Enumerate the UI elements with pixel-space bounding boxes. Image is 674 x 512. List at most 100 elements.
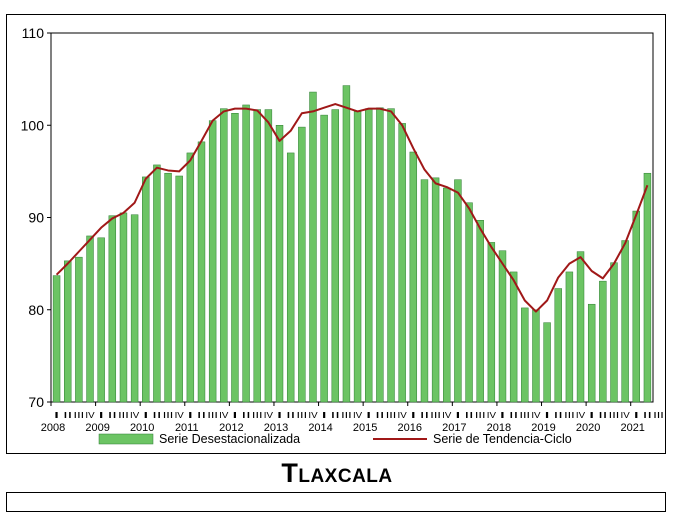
quarter-tick-label: III — [520, 410, 531, 420]
year-label: 2020 — [576, 422, 600, 434]
quarter-tick-label: III — [118, 410, 129, 420]
quarter-tick-label: I — [98, 410, 105, 420]
bar — [119, 212, 128, 403]
bar — [599, 280, 607, 403]
quarter-tick-label: IV — [621, 410, 631, 420]
quarter-tick-label: IV — [85, 410, 95, 420]
bar — [242, 104, 250, 403]
bar — [565, 271, 574, 403]
y-tick-label: 80 — [28, 302, 44, 318]
quarter-tick-label: III — [564, 410, 575, 420]
quarter-tick-label: III — [653, 410, 664, 420]
bar — [487, 242, 496, 403]
quarter-tick-label: I — [321, 410, 328, 420]
bar — [509, 271, 518, 403]
year-label: 2010 — [130, 422, 154, 434]
quarter-tick-label: III — [252, 410, 263, 420]
quarter-tick-label: II — [241, 410, 250, 420]
quarter-tick-label: II — [286, 410, 295, 420]
quarter-tick-label: II — [197, 410, 206, 420]
y-tick-label: 70 — [28, 394, 44, 410]
quarter-tick-label: III — [207, 410, 218, 420]
year-label: 2018 — [487, 422, 511, 434]
bar — [521, 307, 529, 403]
bar — [632, 210, 640, 403]
bar — [253, 109, 261, 403]
quarter-tick-label: II — [554, 410, 563, 420]
year-label: 2012 — [219, 422, 243, 434]
quarter-tick-label: IV — [442, 410, 452, 420]
bar — [197, 141, 206, 403]
legend-label-bars: Serie Desestacionalizada — [159, 432, 300, 446]
region-title: Tlaxcala — [281, 458, 393, 488]
quarter-tick-label: II — [509, 410, 518, 420]
year-label: 2021 — [620, 422, 644, 434]
bar — [443, 187, 451, 403]
bar — [186, 152, 195, 403]
bar — [454, 179, 462, 403]
quarter-tick-label: III — [74, 410, 85, 420]
quarter-tick-label: I — [276, 410, 283, 420]
bar — [643, 172, 652, 403]
quarter-tick-label: III — [475, 410, 486, 420]
bar — [554, 288, 562, 403]
quarter-tick-label: IV — [487, 410, 497, 420]
bar — [465, 202, 473, 403]
bar — [86, 235, 94, 403]
bar — [610, 262, 618, 403]
quarter-tick-label: III — [341, 410, 352, 420]
legend-swatch-bars — [98, 433, 154, 445]
chart-frame: 70 80 90 100 110 I II III IV 2008 I II III IV 2009 I II I… — [6, 14, 666, 454]
quarter-tick-label: II — [375, 410, 384, 420]
quarter-tick-label: I — [499, 410, 506, 420]
quarter-tick-label: II — [152, 410, 161, 420]
bar — [108, 215, 117, 403]
quarter-tick-label: II — [63, 410, 72, 420]
bar — [97, 237, 105, 403]
quarter-tick-label: IV — [219, 410, 229, 420]
quarter-tick-label: II — [420, 410, 429, 420]
bar — [220, 108, 228, 403]
bar — [142, 176, 150, 403]
y-tick-label: 100 — [21, 117, 45, 133]
quarter-tick-label: II — [108, 410, 117, 420]
year-label: 2014 — [308, 422, 332, 434]
quarter-tick-label: I — [455, 410, 462, 420]
quarter-tick-label: III — [163, 410, 174, 420]
trend-line — [55, 103, 649, 313]
bar — [231, 113, 239, 403]
quarter-tick-label: IV — [353, 410, 363, 420]
bar — [587, 303, 596, 403]
bar — [498, 250, 507, 403]
quarter-tick-label: I — [410, 410, 417, 420]
quarter-tick-label: IV — [130, 410, 140, 420]
quarter-tick-label: IV — [531, 410, 541, 420]
bar — [621, 240, 629, 403]
bar — [130, 214, 139, 403]
quarter-tick-label: IV — [264, 410, 274, 420]
legend-label-line: Serie de Tendencia-Ciclo — [433, 432, 572, 446]
quarter-tick-label: III — [297, 410, 308, 420]
quarter-tick-label: IV — [398, 410, 408, 420]
year-label: 2016 — [397, 422, 421, 434]
bar — [398, 123, 406, 403]
bar — [476, 220, 484, 403]
year-label: 2011 — [175, 422, 199, 434]
bar — [309, 91, 317, 403]
bar — [298, 126, 306, 403]
bar — [52, 275, 61, 403]
bar — [331, 109, 339, 403]
quarter-tick-label: I — [232, 410, 239, 420]
quarter-tick-label: I — [53, 410, 60, 420]
bar — [387, 108, 395, 403]
quarter-tick-label: II — [598, 410, 607, 420]
year-label: 2015 — [353, 422, 377, 434]
year-label: 2009 — [85, 422, 109, 434]
quarter-tick-label: I — [187, 410, 194, 420]
quarter-tick-label: III — [609, 410, 620, 420]
bar — [576, 251, 585, 403]
quarter-tick-label: I — [588, 410, 595, 420]
plot-area — [50, 32, 654, 403]
bar — [75, 256, 83, 403]
bar — [64, 260, 72, 403]
